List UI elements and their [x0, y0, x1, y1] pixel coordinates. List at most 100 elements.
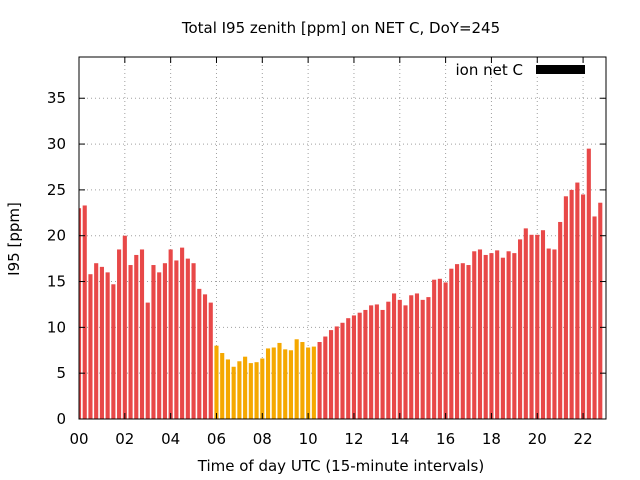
bar [111, 284, 116, 419]
bar [460, 263, 465, 419]
bar [540, 230, 546, 419]
bar [105, 272, 110, 419]
bar [185, 258, 190, 419]
bar [472, 251, 477, 419]
x-tick-label: 20 [528, 430, 547, 448]
bar [443, 282, 448, 419]
bar [391, 293, 397, 419]
bar [122, 235, 127, 419]
x-tick-label: 12 [344, 430, 363, 448]
bar [237, 361, 242, 419]
bar [277, 342, 282, 419]
bar [529, 234, 534, 419]
legend-swatch [536, 65, 585, 74]
bar [380, 309, 385, 419]
y-tick-label: 15 [47, 273, 66, 291]
bar [174, 260, 179, 419]
bars [79, 148, 603, 419]
bar [449, 268, 454, 419]
bar [168, 249, 173, 419]
bar [369, 305, 374, 419]
grid [79, 57, 606, 419]
x-axis-label: Time of day UTC (15-minute intervals) [197, 457, 484, 475]
bar [323, 336, 328, 419]
bar [523, 228, 528, 419]
bar [231, 366, 236, 419]
bar [306, 347, 311, 419]
bar [134, 254, 139, 419]
x-tick-label: 02 [115, 430, 134, 448]
bar [94, 263, 99, 419]
bar [518, 239, 523, 419]
y-axis-label: I95 [ppm] [5, 202, 23, 276]
x-tick-label: 22 [574, 430, 593, 448]
x-tick-label: 00 [69, 430, 88, 448]
bar [317, 342, 322, 419]
bar [225, 359, 230, 419]
bar [546, 248, 551, 419]
bar [243, 356, 248, 419]
bar [208, 302, 213, 419]
legend-label: ion net C [456, 61, 523, 79]
bar [346, 318, 351, 419]
bar [145, 302, 150, 419]
bar [575, 182, 580, 419]
bar [592, 216, 597, 419]
bar [432, 279, 437, 419]
bar [455, 264, 460, 419]
bar [535, 234, 540, 419]
bar [294, 339, 299, 419]
bar [340, 322, 345, 419]
bar [500, 257, 505, 419]
bar [437, 278, 442, 419]
bar [374, 304, 379, 419]
bar [495, 250, 500, 419]
bar [180, 247, 185, 419]
bar [191, 263, 196, 419]
x-tick-label: 06 [207, 430, 226, 448]
y-tick-label: 30 [47, 135, 66, 153]
bar [466, 265, 471, 419]
bar [197, 288, 202, 419]
chart-title: Total I95 zenith [ppm] on NET C, DoY=245 [181, 19, 500, 37]
bar [248, 363, 253, 419]
y-tick-label: 0 [56, 410, 66, 428]
y-tick-label: 10 [47, 318, 66, 336]
bar [403, 305, 408, 419]
bar [300, 342, 305, 419]
bar [271, 347, 276, 419]
bar [151, 265, 156, 419]
bar [139, 249, 145, 419]
bar [351, 315, 357, 419]
y-tick-labels: 0 5 10 15 20 25 30 35 [47, 89, 66, 428]
bar [288, 350, 294, 419]
bar [386, 301, 391, 419]
bar [586, 148, 591, 419]
bar [117, 249, 122, 419]
x-tick-labels: 00 02 04 06 08 10 12 14 16 18 20 22 [69, 430, 592, 448]
y-tick-label: 5 [56, 364, 66, 382]
bar [489, 253, 494, 419]
bar [254, 362, 259, 419]
bar [414, 293, 420, 419]
x-tick-label: 14 [390, 430, 409, 448]
bar [397, 299, 402, 419]
y-tick-label: 35 [47, 89, 66, 107]
bar [420, 299, 425, 419]
plot-frame [78, 56, 607, 420]
bar [483, 254, 488, 419]
bar [363, 309, 368, 419]
bar [283, 349, 288, 419]
x-tick-label: 16 [436, 430, 455, 448]
bar [128, 265, 133, 419]
bar [598, 202, 603, 419]
y-tick-label: 25 [47, 181, 66, 199]
x-tick-label: 10 [299, 430, 318, 448]
bar [581, 194, 586, 419]
bar [357, 312, 362, 419]
bar [202, 294, 208, 419]
bar [79, 208, 82, 419]
bar [82, 205, 87, 419]
bar [569, 189, 574, 419]
